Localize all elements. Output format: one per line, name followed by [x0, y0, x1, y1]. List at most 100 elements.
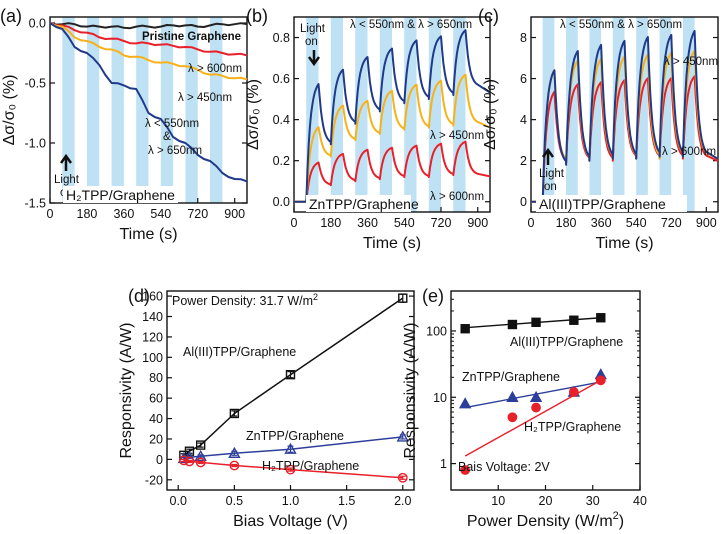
x-tick-label: 360	[591, 216, 612, 230]
x-tick-label: 540	[626, 216, 647, 230]
marker-circle	[229, 460, 240, 471]
x-tick-label: 540	[150, 207, 171, 221]
x-axis-label: Bias Voltage (V)	[233, 513, 348, 530]
marker-square	[460, 324, 470, 334]
chart-title: Power Density: 31.7 W/m2	[172, 292, 318, 308]
y-tick-label: 100	[142, 351, 163, 365]
annotation-h2: H₂TPP/Graphene	[262, 459, 359, 473]
y-tick-label: 1	[440, 457, 447, 471]
x-label-end: )	[619, 513, 624, 530]
panel-b: 0 180 360 540 720 900 0.0 0.2 0.4 0.6 0.8 (b) λ < 55…	[245, 6, 491, 252]
sample-label: ZnTPP/Graphene	[309, 196, 419, 212]
annotation-on: on	[544, 181, 557, 193]
light-on-band	[185, 17, 198, 203]
label-box	[63, 186, 178, 203]
x-tick-label: 180	[556, 216, 577, 230]
x-tick-label: 540	[394, 216, 415, 230]
series-line	[49, 22, 248, 30]
marker-circle	[397, 472, 408, 483]
y-axis-label: Δσ/σ₀ (%)	[245, 79, 262, 150]
marker-circle	[595, 375, 606, 386]
marker-circle	[285, 464, 296, 475]
x-tick-label: 360	[113, 207, 134, 221]
y-tick-label: 0	[520, 195, 527, 209]
y-tick-label: 4	[520, 113, 527, 127]
marker-square	[195, 440, 206, 450]
annotation-band: λ < 550nm & λ > 650nm	[350, 19, 472, 31]
x-tick-label: 900	[467, 216, 488, 230]
annotation-amp: &	[163, 131, 171, 143]
x-axis-label: Time (s)	[119, 226, 177, 243]
arrow-icon	[541, 147, 555, 165]
annotation-zn: ZnTPP/Graphene	[462, 370, 560, 384]
y-tick-label: -0.5	[24, 77, 46, 91]
series-yellow	[294, 73, 491, 203]
x-tick-label: 0.0	[170, 494, 187, 508]
y-tick-label: 40	[149, 412, 163, 426]
x-tick-label: 900	[696, 216, 717, 230]
marker-circle	[568, 387, 579, 397]
y-axis-label: Responsivity (A/W)	[402, 322, 419, 458]
y-tick-label: 0.0	[273, 195, 290, 209]
annotation-al: Al(III)TPP/Graphene	[183, 345, 296, 359]
marker-circle	[460, 465, 471, 475]
marker-circle	[531, 402, 541, 413]
y-axis-label: Δσ/σ₀ (%)	[482, 79, 499, 150]
series-blue	[294, 29, 491, 203]
annotation-light: Light	[54, 174, 80, 186]
series-line	[49, 22, 248, 183]
label-box	[306, 195, 411, 212]
marker-square	[507, 319, 518, 330]
fit-line	[465, 381, 601, 409]
x-tick-label: 900	[224, 207, 245, 221]
y-tick-label: 100	[426, 324, 447, 338]
series-line	[49, 22, 248, 81]
marker-triangle	[194, 449, 207, 462]
label-box	[536, 195, 687, 212]
x-label-superscript: 2	[613, 510, 619, 522]
light-on-band	[589, 17, 602, 212]
marker-square	[184, 446, 195, 456]
annotation-band: λ < 550nm & λ > 650nm	[560, 19, 682, 31]
annotation-note: Bais Voltage: 2V	[458, 460, 550, 474]
light-on-band	[682, 17, 695, 212]
series-red	[531, 75, 719, 203]
marker-triangle	[228, 446, 241, 458]
x-tick-label: 20	[539, 494, 553, 508]
y-tick-label: -1.5	[24, 197, 46, 211]
x-axis-label: Time (s)	[363, 235, 421, 252]
x-axis-label: Power Density (W/m2)	[467, 510, 624, 530]
light-on-band	[659, 17, 672, 212]
y-tick-label: 80	[149, 371, 163, 385]
light-on-band	[566, 17, 578, 212]
marker-triangle	[284, 442, 297, 454]
series-line	[49, 22, 248, 57]
annotation-h2: H₂TPP/Graphene	[524, 420, 621, 434]
annotation-light: Light	[539, 168, 565, 180]
x-tick-label: 720	[661, 216, 682, 230]
sample-label: H₂TPP/Graphene	[66, 187, 175, 203]
y-tick-label: 8	[520, 31, 527, 45]
arrow-icon	[307, 50, 321, 67]
x-tick-label: 40	[633, 494, 647, 508]
x-tick-label: 360	[357, 216, 378, 230]
series-blue	[531, 30, 719, 203]
x-axis-label: Time (s)	[595, 235, 653, 252]
annotation-light: Light	[300, 23, 326, 35]
marker-circle	[507, 412, 518, 423]
x-tick-label: 720	[187, 207, 208, 221]
sample-label: Al(III)TPP/Graphene	[539, 196, 666, 212]
marker-triangle	[506, 390, 519, 402]
panel-label: (e)	[422, 286, 444, 306]
marker-square	[531, 317, 541, 327]
light-on-band	[355, 17, 368, 212]
x-tick-label: 180	[320, 216, 341, 230]
marker-triangle	[396, 430, 409, 442]
x-tick-label: 2.0	[394, 494, 411, 508]
x-tick-label: 1.0	[282, 494, 299, 508]
y-tick-label: 120	[142, 330, 163, 344]
annotation-450nm: λ > 450nm	[178, 92, 232, 104]
annotation-600nm: λ > 600nm	[188, 63, 242, 75]
panel-label: (a)	[0, 6, 22, 26]
